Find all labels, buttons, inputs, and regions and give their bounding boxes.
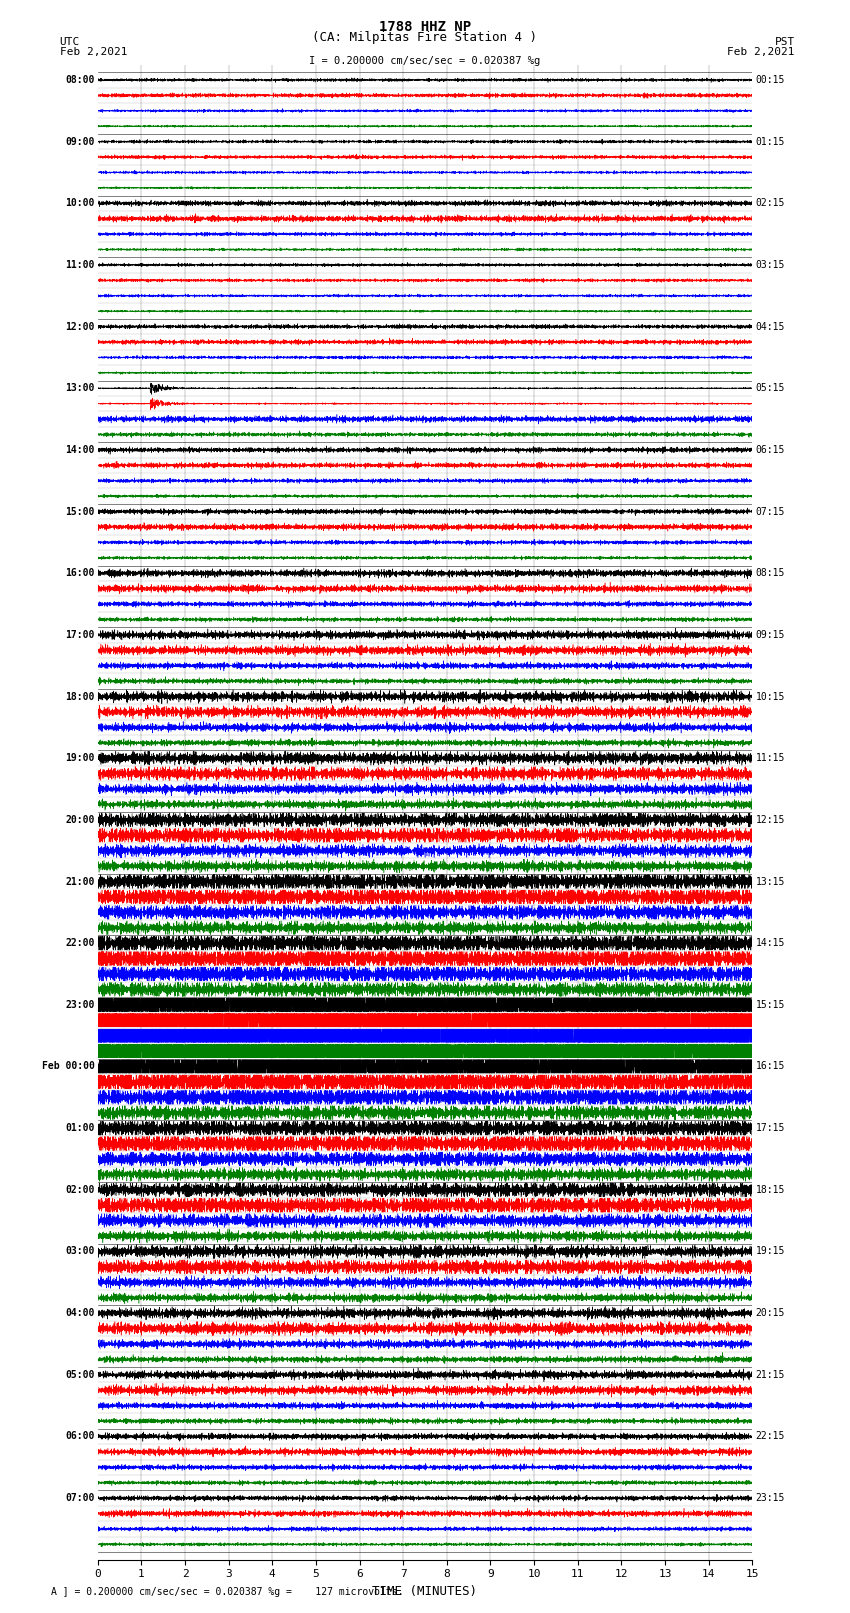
Text: 12:00: 12:00 <box>65 321 94 332</box>
Text: 04:00: 04:00 <box>65 1308 94 1318</box>
Text: 06:15: 06:15 <box>756 445 785 455</box>
Text: 20:15: 20:15 <box>756 1308 785 1318</box>
Text: 13:15: 13:15 <box>756 876 785 887</box>
Text: 06:00: 06:00 <box>65 1431 94 1442</box>
Text: 14:00: 14:00 <box>65 445 94 455</box>
Text: 09:15: 09:15 <box>756 629 785 640</box>
Text: 14:15: 14:15 <box>756 939 785 948</box>
Text: 09:00: 09:00 <box>65 137 94 147</box>
Text: 22:15: 22:15 <box>756 1431 785 1442</box>
Text: 20:00: 20:00 <box>65 815 94 824</box>
X-axis label: TIME (MINUTES): TIME (MINUTES) <box>372 1586 478 1598</box>
Text: 03:15: 03:15 <box>756 260 785 269</box>
Text: 02:15: 02:15 <box>756 198 785 208</box>
Text: 00:15: 00:15 <box>756 74 785 85</box>
Text: 07:15: 07:15 <box>756 506 785 516</box>
Text: A ] = 0.200000 cm/sec/sec = 0.020387 %g =    127 microvolts.: A ] = 0.200000 cm/sec/sec = 0.020387 %g … <box>51 1587 404 1597</box>
Text: 17:15: 17:15 <box>756 1123 785 1134</box>
Text: 15:00: 15:00 <box>65 506 94 516</box>
Text: 18:15: 18:15 <box>756 1186 785 1195</box>
Text: PST: PST <box>774 37 795 47</box>
Text: 05:15: 05:15 <box>756 384 785 394</box>
Text: 08:00: 08:00 <box>65 74 94 85</box>
Text: 01:00: 01:00 <box>65 1123 94 1134</box>
Text: 23:15: 23:15 <box>756 1494 785 1503</box>
Text: 02:00: 02:00 <box>65 1186 94 1195</box>
Text: UTC: UTC <box>60 37 80 47</box>
Text: 23:00: 23:00 <box>65 1000 94 1010</box>
Text: 08:15: 08:15 <box>756 568 785 577</box>
Text: 12:15: 12:15 <box>756 815 785 824</box>
Text: 13:00: 13:00 <box>65 384 94 394</box>
Text: 05:00: 05:00 <box>65 1369 94 1379</box>
Text: I = 0.200000 cm/sec/sec = 0.020387 %g: I = 0.200000 cm/sec/sec = 0.020387 %g <box>309 56 541 66</box>
Text: 03:00: 03:00 <box>65 1247 94 1257</box>
Text: 1788 HHZ NP: 1788 HHZ NP <box>379 19 471 34</box>
Text: 07:00: 07:00 <box>65 1494 94 1503</box>
Text: Feb 2,2021: Feb 2,2021 <box>60 47 127 56</box>
Text: 16:15: 16:15 <box>756 1061 785 1071</box>
Text: 22:00: 22:00 <box>65 939 94 948</box>
Text: 01:15: 01:15 <box>756 137 785 147</box>
Text: 16:00: 16:00 <box>65 568 94 577</box>
Text: 18:00: 18:00 <box>65 692 94 702</box>
Text: 15:15: 15:15 <box>756 1000 785 1010</box>
Text: 19:00: 19:00 <box>65 753 94 763</box>
Text: 04:15: 04:15 <box>756 321 785 332</box>
Text: 11:00: 11:00 <box>65 260 94 269</box>
Text: Feb 2,2021: Feb 2,2021 <box>728 47 795 56</box>
Text: 10:00: 10:00 <box>65 198 94 208</box>
Text: Feb 00:00: Feb 00:00 <box>42 1061 94 1071</box>
Text: 11:15: 11:15 <box>756 753 785 763</box>
Text: 21:15: 21:15 <box>756 1369 785 1379</box>
Text: 10:15: 10:15 <box>756 692 785 702</box>
Text: 19:15: 19:15 <box>756 1247 785 1257</box>
Text: 17:00: 17:00 <box>65 629 94 640</box>
Text: 21:00: 21:00 <box>65 876 94 887</box>
Text: (CA: Milpitas Fire Station 4 ): (CA: Milpitas Fire Station 4 ) <box>313 31 537 44</box>
